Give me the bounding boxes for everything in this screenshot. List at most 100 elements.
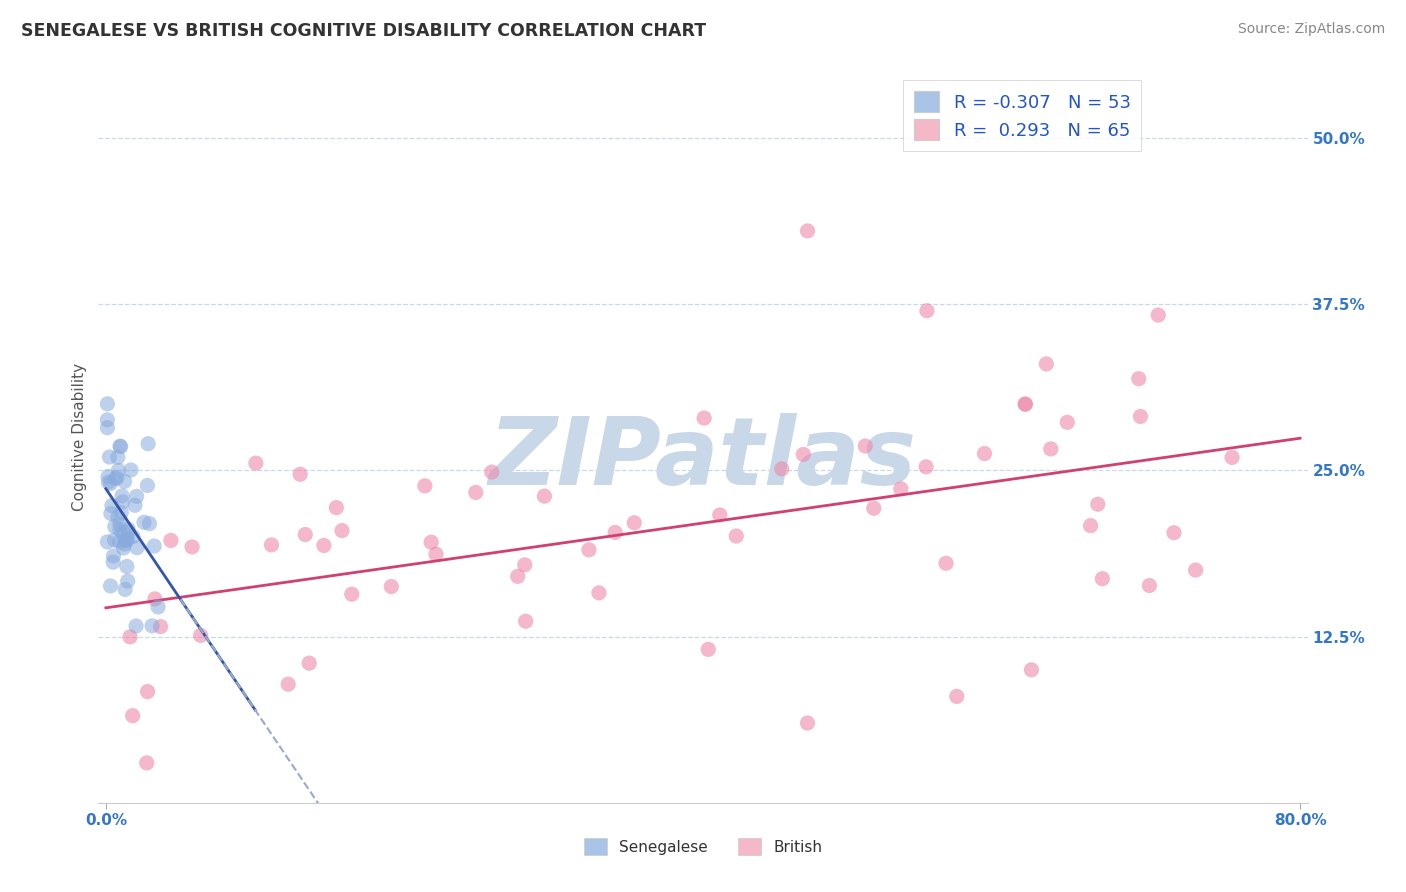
Point <box>1080 518 1102 533</box>
Point <box>420 535 443 549</box>
Point <box>245 456 267 470</box>
Point <box>114 533 136 548</box>
Point <box>96 413 118 427</box>
Point <box>108 517 131 532</box>
Point <box>1137 578 1160 592</box>
Point <box>143 591 166 606</box>
Point <box>330 524 353 538</box>
Point <box>117 524 139 539</box>
Point <box>1087 497 1109 511</box>
Point <box>945 690 967 704</box>
Point <box>294 527 316 541</box>
Point <box>1021 663 1043 677</box>
Point <box>136 478 159 492</box>
Point <box>141 619 163 633</box>
Point <box>693 411 716 425</box>
Point <box>96 535 118 549</box>
Point <box>125 489 148 503</box>
Point <box>117 522 139 536</box>
Point <box>181 540 204 554</box>
Point <box>114 537 136 551</box>
Point <box>312 538 335 552</box>
Point <box>136 436 159 450</box>
Point <box>413 479 436 493</box>
Point <box>578 542 600 557</box>
Point <box>136 684 159 698</box>
Point <box>890 482 912 496</box>
Point <box>120 463 142 477</box>
Point <box>110 440 132 454</box>
Point <box>1184 563 1206 577</box>
Point <box>111 525 134 540</box>
Point <box>915 303 938 318</box>
Point <box>325 500 347 515</box>
Text: Source: ZipAtlas.com: Source: ZipAtlas.com <box>1237 22 1385 37</box>
Point <box>135 756 157 770</box>
Point <box>973 446 995 460</box>
Point <box>146 599 169 614</box>
Point <box>506 569 529 583</box>
Point <box>1014 397 1036 411</box>
Point <box>190 628 212 642</box>
Point <box>108 523 131 537</box>
Point <box>340 587 363 601</box>
Point <box>111 489 134 503</box>
Point <box>96 397 118 411</box>
Point <box>515 614 537 628</box>
Point <box>792 447 814 461</box>
Point <box>605 525 627 540</box>
Point <box>380 580 402 594</box>
Point <box>104 533 127 547</box>
Point <box>98 450 121 464</box>
Point <box>1129 409 1152 424</box>
Point <box>288 467 311 482</box>
Point <box>277 677 299 691</box>
Point <box>101 499 124 513</box>
Point <box>425 547 447 561</box>
Point <box>121 708 143 723</box>
Point <box>464 485 486 500</box>
Point <box>935 556 957 570</box>
Point <box>1147 308 1170 322</box>
Point <box>853 439 876 453</box>
Point <box>132 516 155 530</box>
Point <box>111 495 134 509</box>
Point <box>125 619 148 633</box>
Point <box>125 541 148 555</box>
Point <box>1056 415 1078 429</box>
Point <box>298 656 321 670</box>
Point <box>149 619 172 633</box>
Point <box>1163 525 1185 540</box>
Point <box>796 716 818 731</box>
Point <box>112 541 135 555</box>
Point <box>160 533 183 548</box>
Point <box>138 516 160 531</box>
Text: SENEGALESE VS BRITISH COGNITIVE DISABILITY CORRELATION CHART: SENEGALESE VS BRITISH COGNITIVE DISABILI… <box>21 22 706 40</box>
Point <box>117 533 139 547</box>
Legend: Senegalese, British: Senegalese, British <box>578 832 828 861</box>
Point <box>697 642 720 657</box>
Point <box>107 450 129 465</box>
Point <box>124 498 146 512</box>
Point <box>107 463 129 477</box>
Point <box>108 439 131 453</box>
Point <box>1039 442 1062 456</box>
Point <box>623 516 645 530</box>
Point <box>770 462 793 476</box>
Point <box>1128 372 1150 386</box>
Point <box>115 559 138 574</box>
Point <box>110 505 132 519</box>
Point <box>107 510 129 524</box>
Point <box>1014 397 1036 411</box>
Point <box>100 579 122 593</box>
Point <box>915 459 938 474</box>
Point <box>513 558 536 572</box>
Point <box>862 501 884 516</box>
Point <box>1220 450 1243 465</box>
Point <box>104 519 127 533</box>
Point <box>105 470 128 484</box>
Point <box>103 549 125 563</box>
Point <box>588 586 610 600</box>
Point <box>115 533 138 547</box>
Y-axis label: Cognitive Disability: Cognitive Disability <box>72 363 87 511</box>
